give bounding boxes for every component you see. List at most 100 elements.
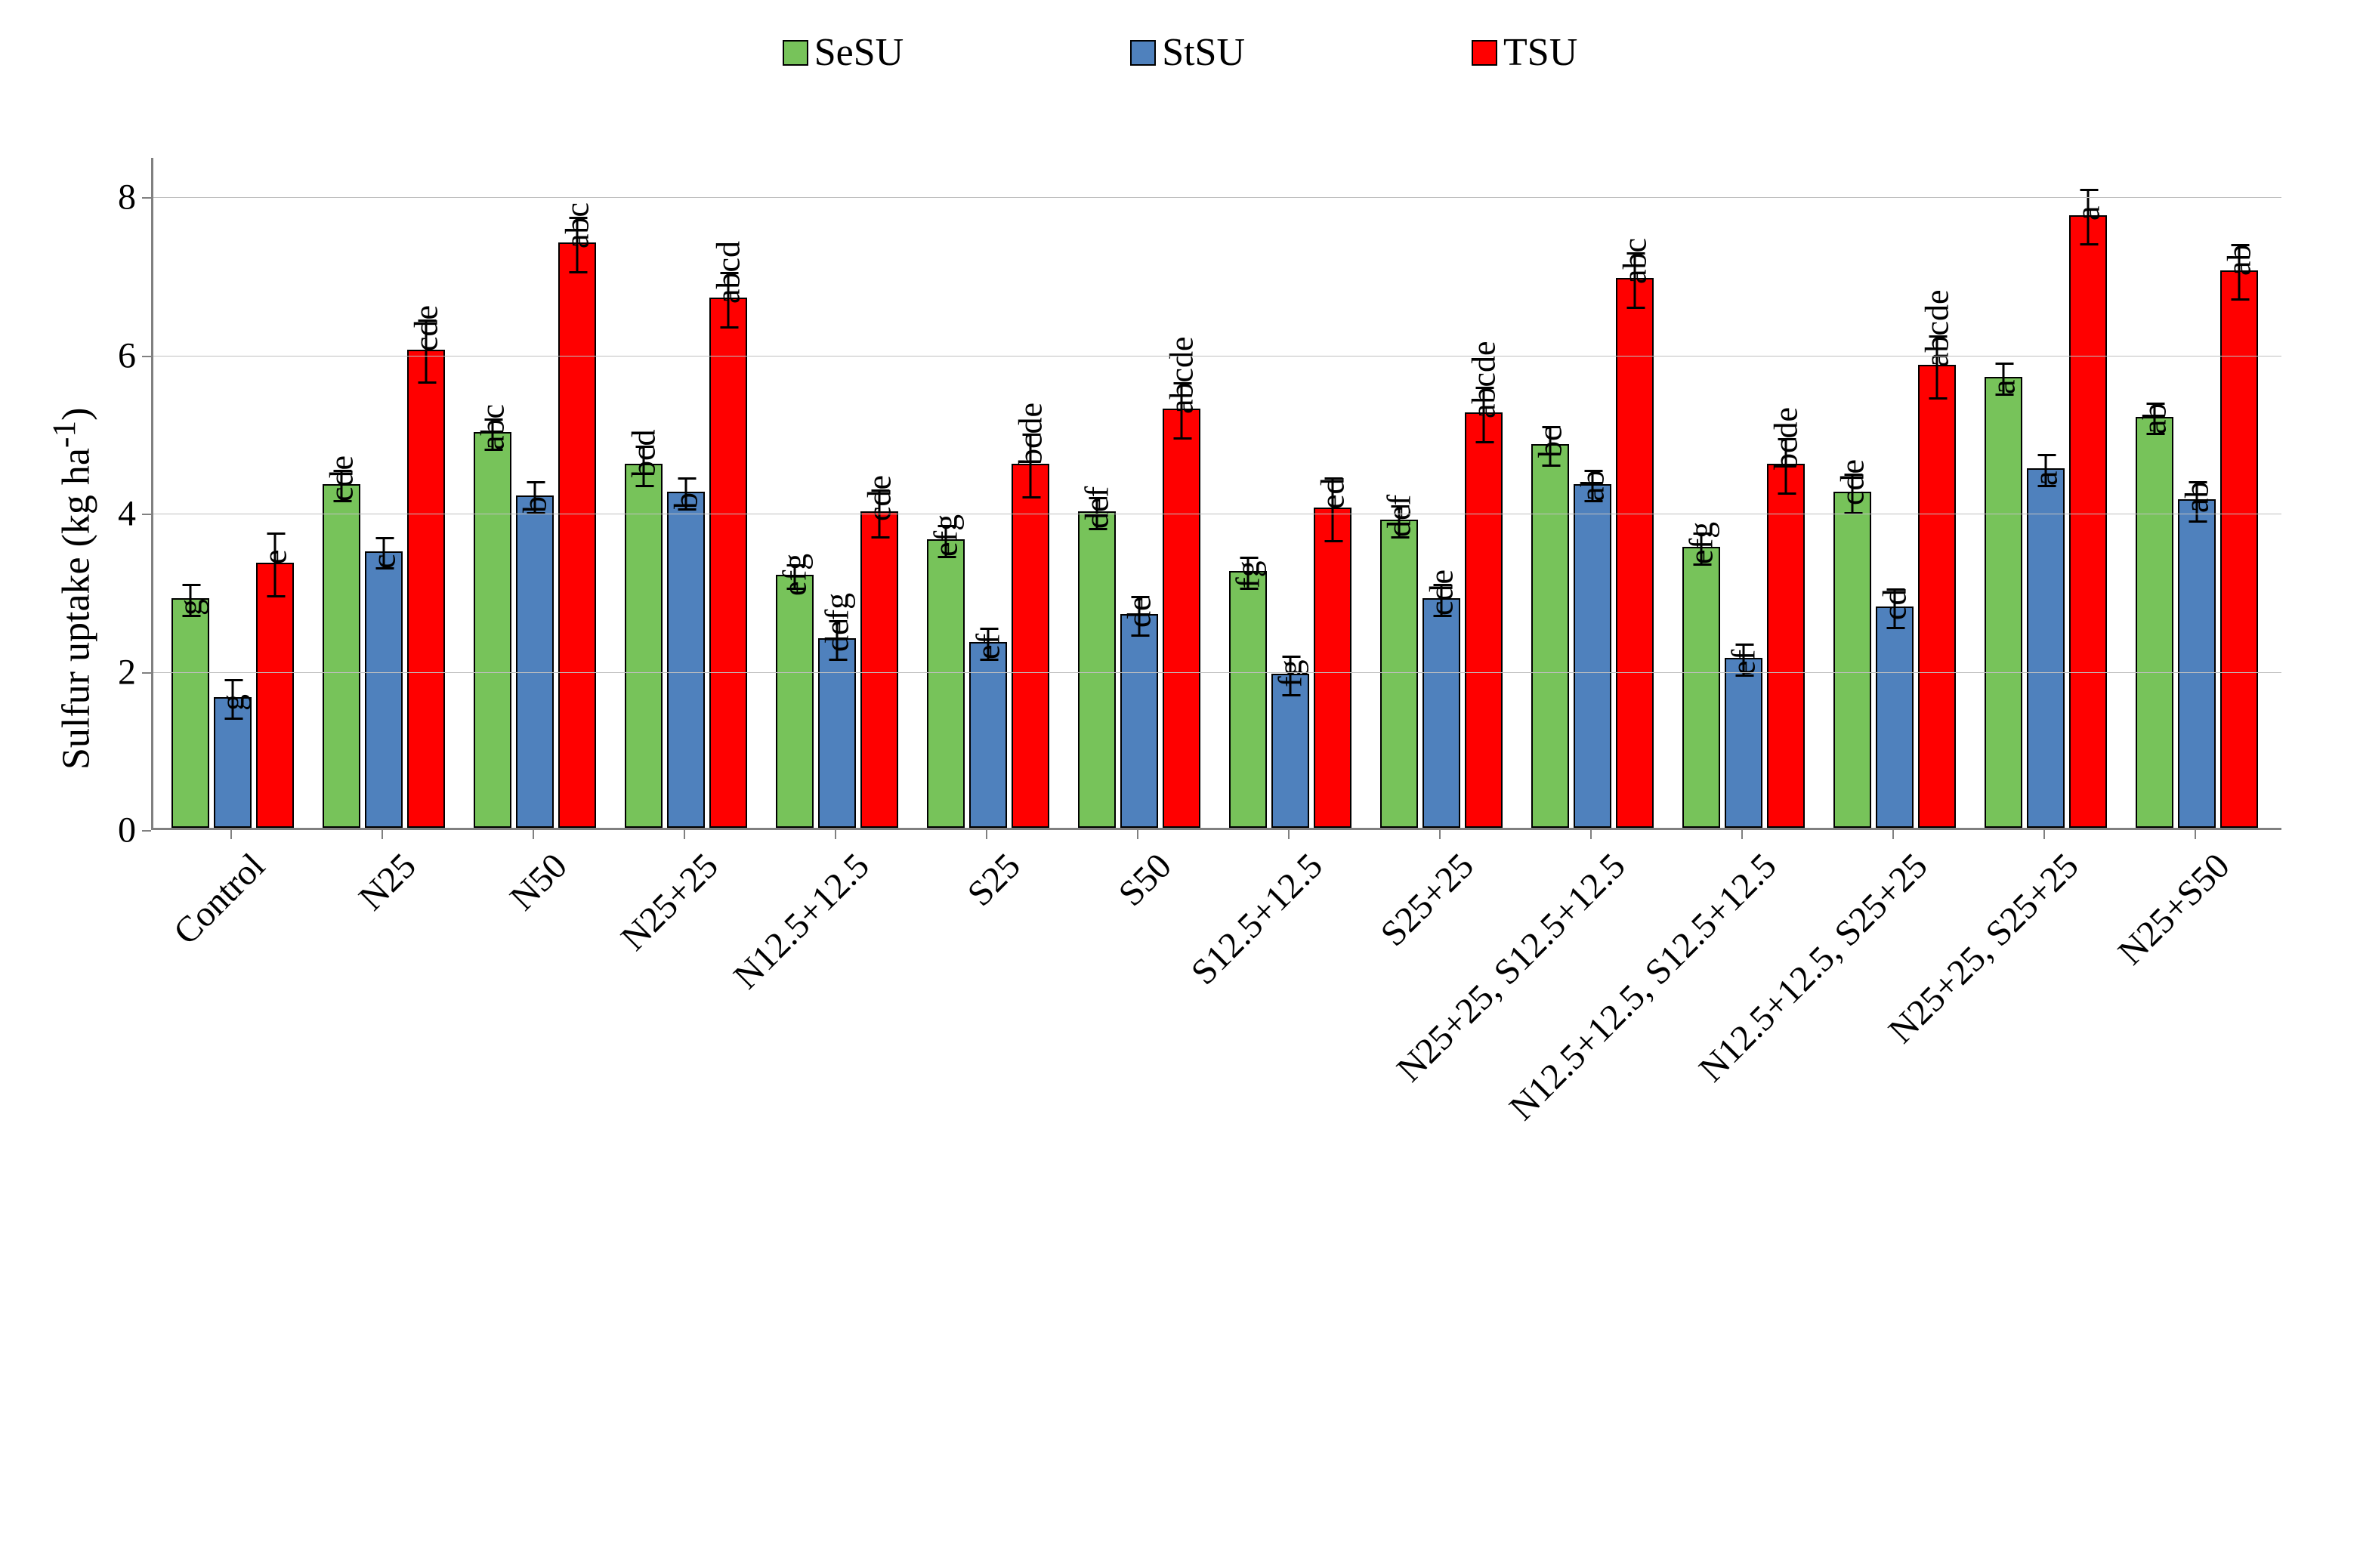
bar-stsu <box>1120 614 1158 828</box>
sig-letter: b <box>516 496 554 513</box>
x-tick-mark <box>986 830 987 839</box>
sig-letter: ab <box>2220 245 2259 276</box>
legend-swatch-sesu <box>783 40 808 66</box>
x-tick-label: N25 <box>351 845 425 918</box>
legend-swatch-stsu <box>1130 40 1156 66</box>
sig-letter: ed <box>1314 478 1352 510</box>
x-tick-mark <box>381 830 383 839</box>
x-tick-mark <box>2195 830 2196 839</box>
sig-letter: c <box>365 554 403 569</box>
sig-letter: efg <box>776 554 814 596</box>
sig-letter: ab <box>2178 482 2216 514</box>
x-tick-mark <box>1892 830 1894 839</box>
bar-stsu <box>1876 607 1914 828</box>
bar-stsu <box>1725 658 1762 828</box>
bar-tsu <box>709 298 747 828</box>
bar-tsu <box>860 511 898 828</box>
bar-tsu <box>1918 365 1956 828</box>
sig-letter: abcd <box>709 241 748 304</box>
x-tick-label: S25+25 <box>1373 845 1482 955</box>
error-bar <box>274 533 276 597</box>
sig-letter: ef <box>969 634 1008 659</box>
y-tick-mark <box>142 514 151 515</box>
bar-stsu <box>2178 499 2216 828</box>
sig-letter: fg <box>1229 560 1268 588</box>
plot-area: ggecdeccdeabcbabcbcdbabcdefgdefgcdeefgef… <box>151 158 2281 830</box>
x-tick-mark <box>835 830 836 839</box>
y-tick-label: 2 <box>98 651 136 693</box>
sulfur-uptake-chart: SeSUStSUTSU Sulfur uptake (kg ha-1) ggec… <box>0 30 2360 1568</box>
sig-letter: fg <box>1271 659 1310 687</box>
bar-sesu <box>927 539 965 828</box>
legend-swatch-tsu <box>1472 40 1497 66</box>
gridline <box>153 356 2281 357</box>
sig-letter: cde <box>1422 569 1461 616</box>
y-tick-label: 8 <box>98 177 136 218</box>
sig-letter: abcde <box>1465 341 1503 418</box>
x-tick-mark <box>684 830 685 839</box>
plot-outer: Sulfur uptake (kg ha-1) ggecdeccdeabcbab… <box>0 82 2360 1545</box>
y-tick-mark <box>142 672 151 674</box>
sig-letter: bc <box>1531 426 1570 458</box>
x-tick-label: N50 <box>502 845 576 918</box>
bar-stsu <box>1271 674 1309 828</box>
sig-letter: abc <box>1616 238 1654 284</box>
bar-tsu <box>1163 409 1200 828</box>
bar-sesu <box>1531 444 1569 828</box>
bar-tsu <box>1616 278 1654 828</box>
bar-sesu <box>1380 520 1418 828</box>
sig-letter: abc <box>558 202 597 248</box>
x-tick-label: N25+25 <box>613 845 726 958</box>
sig-letter: a <box>1985 380 2023 395</box>
bar-tsu <box>2220 270 2258 828</box>
x-tick-mark <box>1288 830 1290 839</box>
legend-item-stsu: StSU <box>1130 30 1245 75</box>
gridline <box>153 197 2281 198</box>
x-tick-mark <box>1741 830 1743 839</box>
x-tick-label: N25+S50 <box>2110 845 2238 973</box>
gridline <box>153 672 2281 673</box>
bar-tsu <box>1767 464 1805 828</box>
sig-letter: bcde <box>1012 403 1050 465</box>
sig-letter: cd <box>1876 588 1914 620</box>
x-tick-label: Control <box>165 845 273 953</box>
x-tick-label: S12.5+12.5 <box>1183 845 1331 993</box>
sig-letter: b <box>667 492 706 509</box>
sig-letter: abcde <box>1163 337 1201 415</box>
bar-sesu <box>1078 511 1116 828</box>
bar-sesu <box>1985 377 2022 828</box>
bar-stsu <box>365 551 403 828</box>
x-tick-mark <box>1439 830 1441 839</box>
bar-sesu <box>776 575 814 828</box>
y-axis-title: Sulfur uptake (kg ha-1) <box>45 408 98 770</box>
x-tick-mark <box>230 830 232 839</box>
sig-letter: cde <box>1833 459 1872 505</box>
sig-letter: g <box>214 694 252 711</box>
sig-letter: efg <box>927 514 965 557</box>
y-tick-mark <box>142 830 151 832</box>
bar-tsu <box>1465 412 1503 828</box>
sig-letter: ab <box>2136 403 2174 434</box>
x-tick-mark <box>533 830 534 839</box>
sig-letter: defg <box>818 592 857 651</box>
x-tick-label: S25 <box>959 845 1029 915</box>
bar-tsu <box>407 350 445 828</box>
bar-stsu <box>818 638 856 828</box>
x-tick-mark <box>2043 830 2045 839</box>
sig-letter: ab <box>1574 470 1612 502</box>
bar-tsu <box>2069 215 2107 828</box>
bar-sesu <box>171 598 209 828</box>
sig-letter: efg <box>1682 522 1721 564</box>
bar-stsu <box>2027 468 2065 828</box>
bar-sesu <box>1229 571 1267 828</box>
sig-letter: cde <box>407 305 446 351</box>
x-tick-labels: ControlN25N50N25+25N12.5+12.5S25S50S12.5… <box>151 830 2281 1510</box>
bar-stsu <box>516 495 554 828</box>
sig-letter: def <box>1380 495 1419 537</box>
bars-layer: ggecdeccdeabcbabcbcdbabcdefgdefgcdeefgef… <box>153 158 2281 828</box>
bar-sesu <box>323 484 360 828</box>
y-tick-label: 4 <box>98 493 136 535</box>
sig-letter: abc <box>474 403 512 449</box>
bar-sesu <box>1833 492 1871 828</box>
bar-sesu <box>625 464 663 828</box>
